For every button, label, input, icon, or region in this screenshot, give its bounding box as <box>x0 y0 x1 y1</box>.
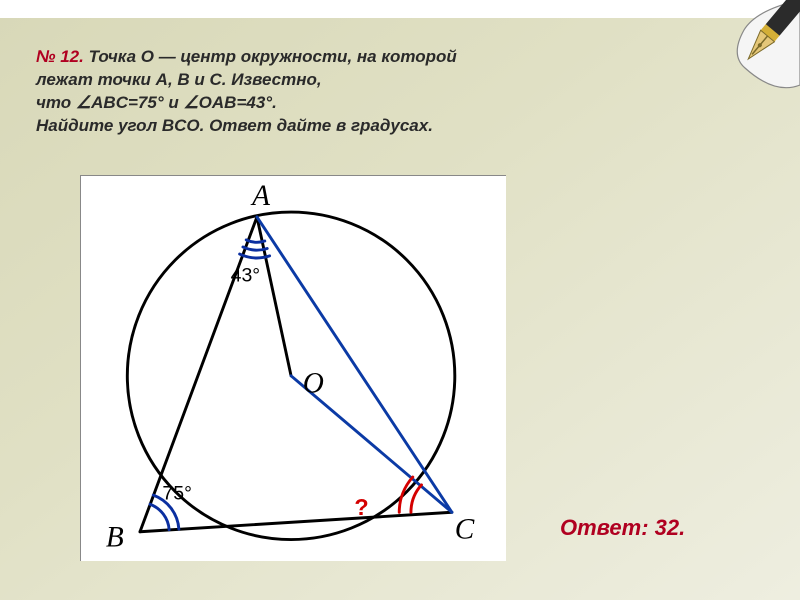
edge-A-C <box>257 217 452 512</box>
page-root: № 12. Точка O — центр окружности, на кот… <box>0 0 800 600</box>
problem-text: № 12. Точка O — центр окружности, на кот… <box>36 46 680 138</box>
answer-prefix: Ответ: <box>560 515 655 540</box>
angle-label-at_A: 43° <box>231 264 260 286</box>
diagram-frame: 43° 75°? A B C O <box>80 175 506 561</box>
pen-corner-svg <box>690 0 800 100</box>
point-label-A: A <box>250 180 270 212</box>
point-label-C: C <box>455 514 475 546</box>
problem-line2: лежат точки A, B и C. Известно, <box>36 70 322 89</box>
answer-text: Ответ: 32. <box>560 515 685 541</box>
answer-value: 32. <box>655 515 686 540</box>
problem-line3: что ∠ABC=75° и ∠OAB=43°. <box>36 93 277 112</box>
point-label-B: B <box>106 521 124 553</box>
edge-B-C <box>140 512 452 531</box>
top-white-bar <box>0 0 800 18</box>
problem-line4: Найдите угол BCO. Ответ дайте в градусах… <box>36 116 433 135</box>
problem-number: № 12. <box>36 47 84 66</box>
angle-arc-at_C-0 <box>411 485 422 512</box>
geometry-svg: 43° 75°? A B C O <box>81 176 506 561</box>
angle-label-at_C: ? <box>354 494 368 520</box>
angle-arc-at_B-0 <box>150 504 169 529</box>
angle-label-at_B: 75° <box>162 483 191 505</box>
point-label-O: O <box>303 367 324 399</box>
corner-decoration <box>690 0 800 90</box>
problem-line1: Точка O — центр окружности, на которой <box>89 47 457 66</box>
